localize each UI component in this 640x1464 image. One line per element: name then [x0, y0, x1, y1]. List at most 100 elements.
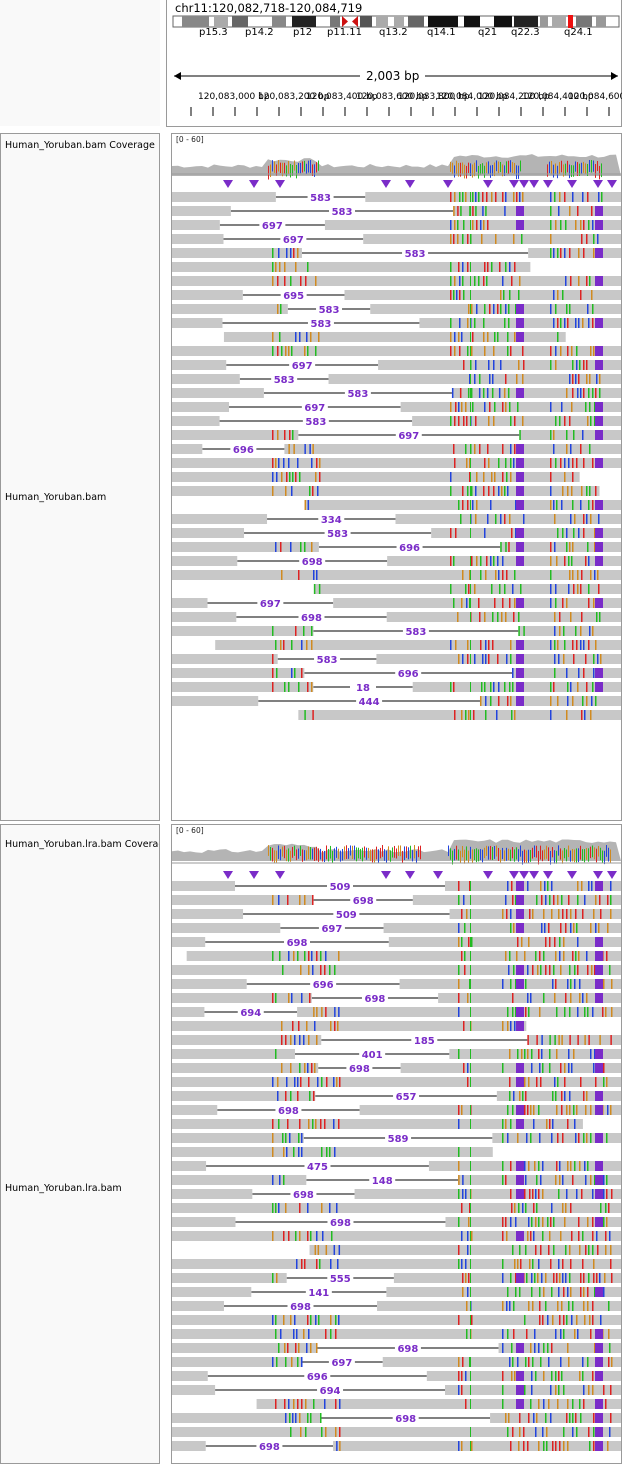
- label-background: [307, 192, 334, 202]
- coverage-variant-bar: [282, 846, 283, 857]
- mismatch-base: [281, 346, 283, 356]
- mismatch-base: [608, 1357, 610, 1367]
- read-segment: [365, 192, 621, 202]
- panel2-coverage-name[interactable]: Human_Yoruban.lra.bam Coverage: [5, 839, 159, 850]
- ruler[interactable]: [172, 90, 622, 118]
- mismatch-base: [583, 458, 585, 468]
- mismatch-base: [555, 584, 557, 594]
- mismatch-base: [484, 458, 486, 468]
- mismatch-base: [467, 1287, 469, 1297]
- mismatch-base: [543, 1371, 545, 1381]
- mismatch-base: [305, 1427, 307, 1437]
- mismatch-base: [283, 1315, 285, 1325]
- mismatch-base: [496, 710, 498, 720]
- mismatch-base: [607, 895, 609, 905]
- mismatch-base: [318, 1315, 320, 1325]
- mismatch-base: [301, 1399, 303, 1409]
- mismatch-base: [272, 1231, 274, 1241]
- insertion-block: [595, 993, 603, 1003]
- insertion-marker: [249, 180, 259, 188]
- mismatch-base: [450, 402, 452, 412]
- read-segment: [172, 1259, 621, 1269]
- mismatch-base: [463, 416, 465, 426]
- mismatch-base: [584, 1007, 586, 1017]
- mismatch-base: [595, 1077, 597, 1087]
- mismatch-base: [509, 1301, 511, 1311]
- locus-readout[interactable]: chr11:120,082,718-120,084,719: [175, 1, 363, 15]
- mismatch-base: [578, 276, 580, 286]
- mismatch-base: [330, 1315, 332, 1325]
- panel1-coverage-name[interactable]: Human_Yoruban.bam Coverage: [5, 140, 155, 151]
- mismatch-base: [284, 262, 286, 272]
- mismatch-base: [513, 234, 515, 244]
- read-segment: [386, 612, 621, 622]
- coverage-variant-bar: [480, 849, 481, 861]
- mismatch-base: [592, 1007, 594, 1017]
- label-background: [302, 416, 329, 426]
- insertion-block: [516, 318, 524, 328]
- panel1-data-area[interactable]: 583 583 697 697 583 695 583 583 697 583 583 697 583 6…: [171, 133, 622, 821]
- mismatch-base: [453, 556, 455, 566]
- coverage-variant-bar: [486, 845, 487, 856]
- mismatch-base: [593, 598, 595, 608]
- mismatch-base: [490, 556, 492, 566]
- mismatch-base: [558, 1385, 560, 1395]
- mismatch-base: [338, 1315, 340, 1325]
- mismatch-base: [502, 1119, 504, 1129]
- mismatch-base: [607, 1441, 609, 1451]
- mismatch-base: [578, 1133, 580, 1143]
- mismatch-base: [598, 192, 600, 202]
- coverage-variant-bar: [296, 849, 297, 861]
- coverage-variant-bar: [278, 160, 279, 172]
- read-segment: [431, 528, 621, 538]
- ruler-tick-label: 120,084,400 bp: [522, 92, 594, 102]
- mismatch-base: [579, 360, 581, 370]
- mismatch-base: [540, 1245, 542, 1255]
- mismatch-base: [470, 486, 471, 496]
- mismatch-base: [454, 710, 456, 720]
- mismatch-base: [594, 1175, 596, 1185]
- mismatch-base: [514, 570, 516, 580]
- mismatch-base: [567, 1441, 569, 1451]
- mismatch-base: [295, 332, 297, 342]
- mismatch-base: [488, 360, 490, 370]
- coverage-variant-bar: [547, 164, 548, 177]
- mismatch-base: [465, 192, 467, 202]
- mismatch-base: [486, 388, 489, 398]
- mismatch-base: [524, 1049, 526, 1059]
- mismatch-base: [458, 1315, 460, 1325]
- mismatch-base: [610, 1035, 612, 1045]
- read-segment: [172, 1357, 302, 1367]
- coverage-variant-bar: [274, 850, 275, 863]
- mismatch-base: [492, 640, 494, 650]
- panel2-alignment-name[interactable]: Human_Yoruban.lra.bam: [5, 1183, 122, 1194]
- chromosome-ideogram[interactable]: [172, 15, 622, 29]
- mismatch-base: [311, 640, 313, 650]
- mismatch-base: [461, 909, 463, 919]
- read-segment: [172, 612, 237, 622]
- insertion-block: [595, 951, 603, 961]
- panel2-data-area[interactable]: 509 698 509 697 698 696 698 694 185 401 698 657 698 5…: [171, 824, 622, 1464]
- insertion-block: [595, 1175, 603, 1185]
- mismatch-base: [283, 1147, 285, 1157]
- mismatch-base: [610, 1105, 612, 1115]
- mismatch-base: [300, 542, 302, 552]
- mismatch-base: [570, 923, 572, 933]
- mismatch-base: [590, 514, 592, 524]
- mismatch-base: [284, 682, 286, 692]
- panel1-alignment-name[interactable]: Human_Yoruban.bam: [5, 492, 107, 503]
- label-background: [346, 1063, 373, 1073]
- mismatch-base: [592, 220, 594, 230]
- mismatch-base: [513, 1091, 515, 1101]
- mismatch-base: [558, 1371, 560, 1381]
- band-labels: p15.3 p14.2 p12 p11.11 q13.2 q14.1 q21 q…: [172, 27, 622, 41]
- mismatch-base: [470, 1399, 471, 1409]
- mismatch-base: [567, 1399, 569, 1409]
- mismatch-base: [285, 1035, 287, 1045]
- mismatch-base: [550, 192, 552, 202]
- mismatch-base: [319, 458, 321, 468]
- mismatch-base: [562, 598, 564, 608]
- mismatch-base: [287, 895, 289, 905]
- coverage-variant-bar: [502, 164, 503, 177]
- mismatch-base: [288, 951, 290, 961]
